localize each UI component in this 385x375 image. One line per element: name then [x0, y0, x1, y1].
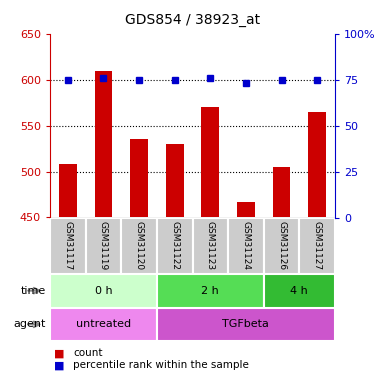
Bar [300, 217, 335, 274]
Bar [192, 217, 228, 274]
Bar [85, 217, 121, 274]
Bar [50, 308, 157, 341]
Text: time: time [21, 286, 46, 296]
Text: untreated: untreated [76, 320, 131, 329]
Text: GDS854 / 38923_at: GDS854 / 38923_at [125, 13, 260, 27]
Text: 4 h: 4 h [290, 286, 308, 296]
Bar [228, 217, 264, 274]
Bar [264, 217, 300, 274]
Bar [50, 217, 85, 274]
Text: GSM31127: GSM31127 [313, 221, 321, 270]
Bar [157, 308, 335, 341]
Text: percentile rank within the sample: percentile rank within the sample [73, 360, 249, 370]
Bar [264, 274, 335, 308]
Text: ■: ■ [54, 360, 64, 370]
Text: GSM31117: GSM31117 [64, 221, 72, 270]
Text: GSM31122: GSM31122 [170, 221, 179, 270]
Text: GSM31126: GSM31126 [277, 221, 286, 270]
Text: TGFbeta: TGFbeta [223, 320, 270, 329]
Bar [121, 217, 157, 274]
Text: agent: agent [14, 320, 46, 329]
Bar [59, 164, 77, 218]
Text: count: count [73, 348, 103, 358]
Text: GSM31120: GSM31120 [135, 221, 144, 270]
Bar [166, 144, 184, 218]
Text: ■: ■ [54, 348, 64, 358]
Text: 2 h: 2 h [201, 286, 219, 296]
Bar [273, 167, 290, 218]
Text: GSM31119: GSM31119 [99, 221, 108, 270]
Bar [130, 140, 148, 218]
Text: 0 h: 0 h [95, 286, 112, 296]
Bar [157, 217, 192, 274]
Bar [157, 274, 264, 308]
Bar [201, 107, 219, 218]
Text: GSM31123: GSM31123 [206, 221, 215, 270]
Bar [95, 71, 112, 217]
Bar [237, 202, 255, 217]
Text: GSM31124: GSM31124 [241, 221, 250, 270]
Bar [50, 274, 157, 308]
Bar [308, 112, 326, 218]
